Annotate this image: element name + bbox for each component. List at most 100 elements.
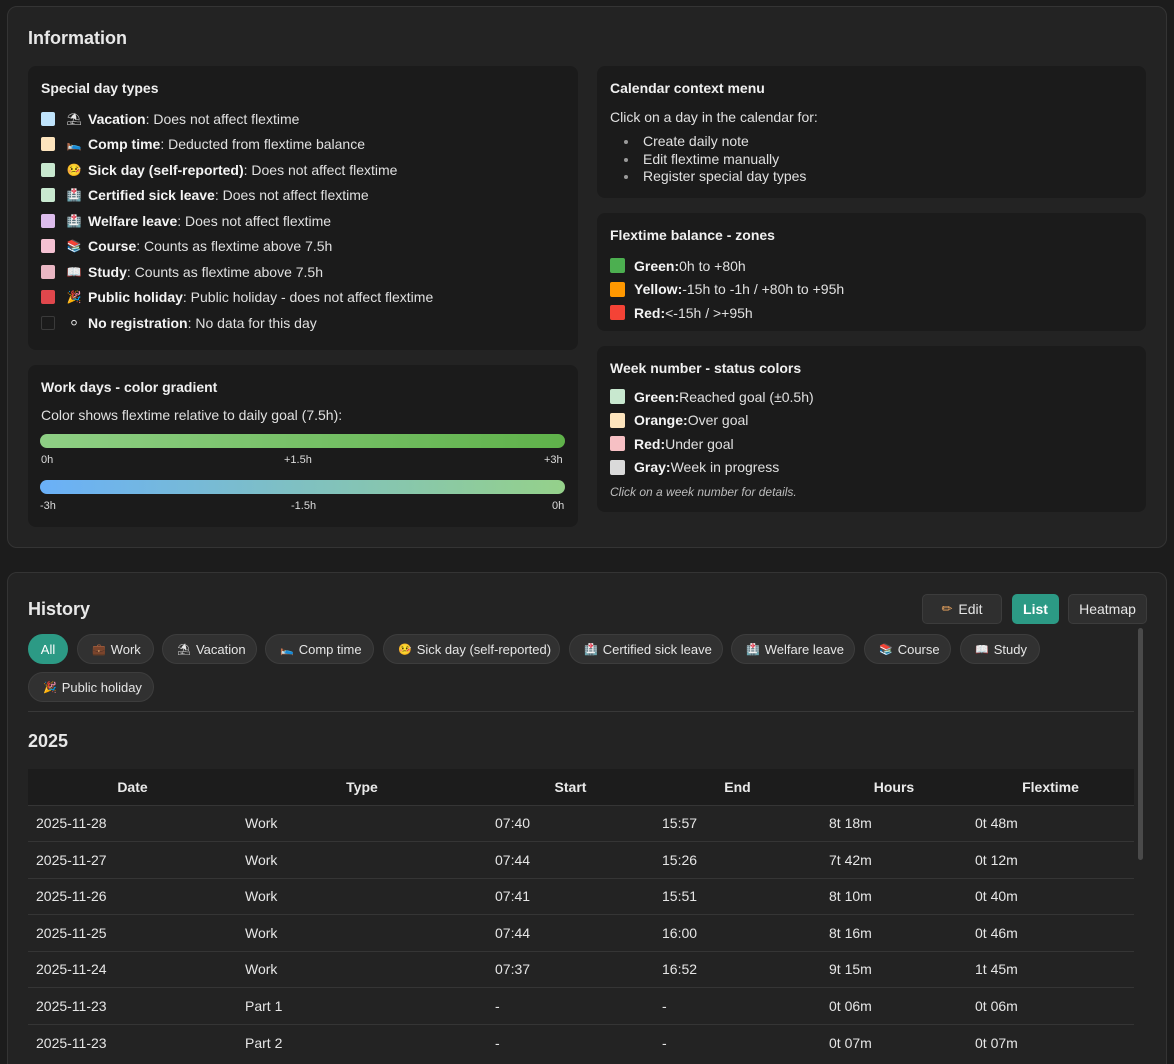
color-swatch [41,213,55,228]
day-type-description: : No data for this day [187,314,317,331]
scrollbar[interactable] [1138,628,1143,860]
cell-flextime: 0t 40m [967,877,1134,915]
color-swatch [41,188,55,203]
column-header-hours[interactable]: Hours [821,769,967,805]
filter-chip-icon: 🏥 [584,642,598,656]
cell-date: 2025-11-23 [28,1023,237,1061]
table-row[interactable]: 2025-11-23 Part 1- -0t 06m 0t 06m [28,987,1134,1024]
color-swatch [610,459,625,475]
history-panel: History ✏ Edit List Heatmap All 💼 Work ⛱ Vac… [7,572,1167,1064]
cell-start: 07:44 [487,841,654,878]
filter-chip-icon: 📖 [975,642,989,656]
day-type-description: : Does not affect flextime [214,187,369,204]
table-row[interactable]: 2025-11-24 Work 07:37 16:52 9t 15m 1t 45m [28,950,1134,988]
table-row[interactable]: 2025-11-23 Part 2- -0t 07m 0t 07m [28,1023,1134,1061]
heatmap-view-button[interactable]: Heatmap [1068,594,1147,624]
filter-chip-label: Work [110,641,141,657]
cell-type: Work [237,950,487,988]
legend-item: Green: Reached goal (±0.5h) [610,385,814,409]
cell-date: 2025-11-26 [28,877,237,915]
column-header-date[interactable]: Date [28,769,237,805]
context-menu-title: Calendar context menu [610,80,765,96]
color-swatch [610,258,625,274]
cell-hours: 0t 07m [821,1023,967,1061]
filter-chip-welfare-leave[interactable]: 🏥 Welfare leave [731,634,855,664]
cell-type: Work [237,877,487,915]
year-heading: 2025 [28,731,69,751]
cell-start: 07:41 [487,877,654,915]
legend-item: 🤒 Sick day (self-reported): Does not affe… [41,157,433,183]
column-header-start[interactable]: Start [487,769,654,805]
filter-chip-work[interactable]: 💼 Work [77,634,154,664]
color-swatch [610,389,625,405]
context-menu-options: Create daily note Edit flextime manually… [624,133,806,186]
filter-chip-label: All [40,641,56,657]
table-row[interactable]: 2025-11-25 Work 07:44 16:00 8t 16m 0t 46m [28,914,1134,951]
filter-chip-icon: 🏥 [746,642,760,656]
column-header-flextime[interactable]: Flextime [967,769,1134,805]
cell-type: Part 1 [237,987,487,1024]
filter-chip-vacation[interactable]: ⛱ Vacation [162,634,257,664]
filter-chip-label: Certified sick leave [602,641,712,657]
table-row[interactable]: 2025-11-27 Work 07:44 15:26 7t 42m 0t 12m [28,841,1134,878]
filter-chip-icon: 🛌 [280,642,294,656]
heatmap-view-label: Heatmap [1079,601,1136,617]
day-type-icon: 🤒 [66,162,82,177]
table-row[interactable]: 2025-11-28 Work 07:40 15:57 8t 18m 0t 48m [28,804,1134,842]
color-swatch [610,305,625,321]
column-header-end[interactable]: End [654,769,821,805]
day-type-description: : Counts as flextime above 7.5h [126,263,323,280]
cell-flextime: 0t 12m [967,841,1134,878]
legend-description: 0h to +80h [679,257,746,274]
cell-flextime: 0t 06m [967,987,1134,1024]
cell-flextime: 1t 45m [967,950,1134,988]
color-swatch [41,290,55,305]
day-type-icon: ⛱ [66,111,82,126]
filter-chip-study[interactable]: 📖 Study [960,634,1040,664]
day-type-name: No registration [88,314,188,331]
filter-chip-icon: 🤒 [398,642,412,656]
information-title: Information [28,28,127,48]
color-swatch [610,412,625,428]
week-status-note: Click on a week number for details. [610,485,797,499]
filter-chip-sick-day-self-reported[interactable]: 🤒 Sick day (self-reported) [383,634,560,664]
cell-type: Work [237,914,487,951]
filter-chip-all[interactable]: All [28,634,68,664]
special-day-types-list: ⛱ Vacation: Does not affect flextime 🛌 Comp… [41,106,433,336]
cell-end: 16:52 [654,950,821,988]
cell-end: 15:26 [654,841,821,878]
day-type-icon: 📚 [66,239,82,254]
day-type-icon: 🛌 [66,137,82,152]
legend-item: Orange: Over goal [610,409,814,433]
edit-button[interactable]: ✏ Edit [922,594,1002,624]
negative-label-max: 0h [552,500,565,512]
filter-chip-label: Study [993,641,1027,657]
filter-chip-course[interactable]: 📚 Course [864,634,951,664]
cell-end: 15:57 [654,804,821,842]
cell-start: - [487,987,654,1024]
filter-chip-certified-sick-leave[interactable]: 🏥 Certified sick leave [569,634,723,664]
legend-item: Red: Under goal [610,432,814,456]
legend-item: ⚪ No registration: No data for this day [41,310,433,336]
legend-item: 📖 Study: Counts as flextime above 7.5h [41,259,433,285]
legend-name: Green: [634,257,680,274]
list-view-label: List [1023,601,1048,617]
column-header-type[interactable]: Type [237,769,487,805]
day-type-description: : Does not affect flextime [177,212,332,229]
table-row[interactable]: 2025-11-26 Work 07:41 15:51 8t 10m 0t 40m [28,877,1134,915]
list-view-button[interactable]: List [1012,594,1059,624]
information-panel: Information Special day types ⛱ Vacation:… [7,6,1167,548]
cell-flextime: 0t 46m [967,914,1134,951]
day-type-name: Certified sick leave [88,187,215,204]
week-status-card: Week number - status colors Green: Reach… [597,346,1146,512]
special-day-types-title: Special day types [41,80,159,96]
color-swatch [41,239,55,254]
filter-chip-comp-time[interactable]: 🛌 Comp time [265,634,374,664]
day-type-name: Sick day (self-reported) [88,161,244,178]
history-table: Date Type Start End Hours Flextime 2025-… [28,769,1134,1061]
filter-chip-public-holiday[interactable]: 🎉 Public holiday [28,672,154,702]
legend-name: Red: [634,435,666,452]
legend-item: Red: <-15h / >+95h [610,301,844,325]
pencil-icon: ✏ [941,601,953,617]
divider [28,711,1134,712]
